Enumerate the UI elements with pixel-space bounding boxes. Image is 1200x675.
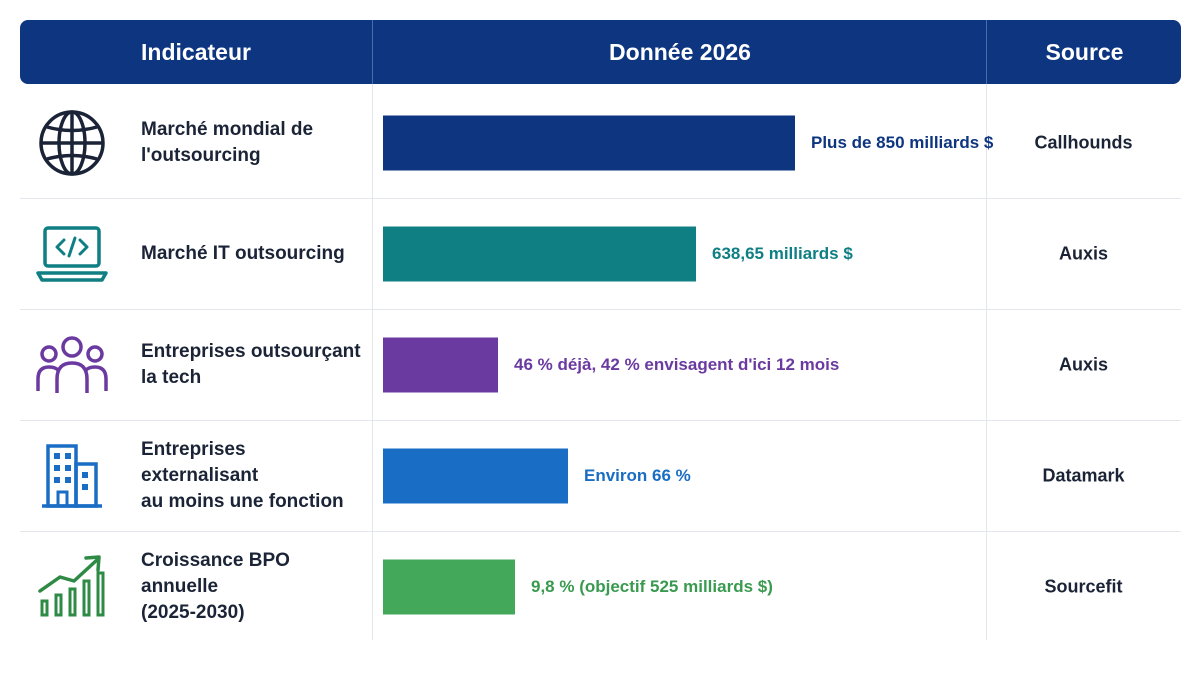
indicator-label-line: au moins une fonction	[141, 491, 344, 512]
value-bar	[383, 226, 696, 282]
value-label: 9,8 % (objectif 525 milliards $)	[531, 577, 773, 596]
indicator-label: Marché IT outsourcing	[141, 241, 361, 267]
source-label: Callhounds	[1034, 132, 1133, 153]
indicator-label: Croissance BPO annuelle (2025-2030)	[141, 548, 361, 626]
building-icon	[42, 444, 102, 508]
value-bar	[383, 115, 795, 171]
table-row: Croissance BPO annuelle (2025-2030) 9,8 % …	[20, 532, 1181, 642]
value-label: 46 % déjà, 42 % envisagent d'ici 12 mois	[514, 355, 840, 374]
value-bar	[383, 448, 568, 504]
table-header: Indicateur Donnée 2026 Source	[20, 20, 1181, 84]
source-label: Sourcefit	[1044, 576, 1123, 597]
indicator-label-line: la tech	[141, 367, 202, 388]
header-indicator: Indicateur	[141, 38, 251, 65]
source-label: Datamark	[1042, 465, 1125, 486]
indicator-label-line: Entreprises externalisant	[141, 439, 259, 486]
header-source: Source	[986, 20, 1182, 84]
indicator-label-line: Marché mondial de	[141, 119, 314, 140]
column-divider	[986, 84, 987, 640]
source-label: Auxis	[1058, 243, 1109, 264]
table-row: Entreprises outsourçant la tech 46 % déjà,…	[20, 310, 1181, 421]
laptop-code-icon	[36, 226, 108, 282]
globe-icon	[39, 110, 105, 176]
growth-chart-icon	[38, 555, 105, 617]
value-label: Environ 66 %	[584, 466, 691, 485]
indicator-label: Entreprises externalisant au moins une fo…	[141, 437, 361, 515]
table-row: Marché mondial de l'outsourcing Plus de 85…	[20, 88, 1181, 199]
data-table: Indicateur Donnée 2026 Source	[20, 20, 1181, 84]
indicator-label: Marché mondial de l'outsourcing	[141, 117, 361, 169]
table-row: Entreprises externalisant au moins une fo…	[20, 421, 1181, 532]
indicator-label: Entreprises outsourçant la tech	[141, 339, 361, 391]
value-label: 638,65 milliards $	[712, 244, 853, 263]
table-row: Marché IT outsourcing 638,65 milliards $ A…	[20, 199, 1181, 310]
column-divider	[372, 84, 373, 640]
header-data-2026: Donnée 2026	[372, 20, 987, 84]
indicator-label-line: Entreprises outsourçant	[141, 341, 361, 362]
indicator-label-line: Marché IT outsourcing	[141, 243, 345, 264]
value-bar	[383, 559, 515, 615]
value-label: Plus de 850 milliards $	[811, 133, 994, 152]
indicator-label-line: Croissance BPO annuelle	[141, 550, 290, 597]
indicator-label-line: (2025-2030)	[141, 602, 245, 623]
value-bar	[383, 337, 498, 393]
source-label: Auxis	[1058, 354, 1109, 375]
indicator-label-line: l'outsourcing	[141, 145, 261, 166]
people-group-icon	[36, 336, 108, 393]
